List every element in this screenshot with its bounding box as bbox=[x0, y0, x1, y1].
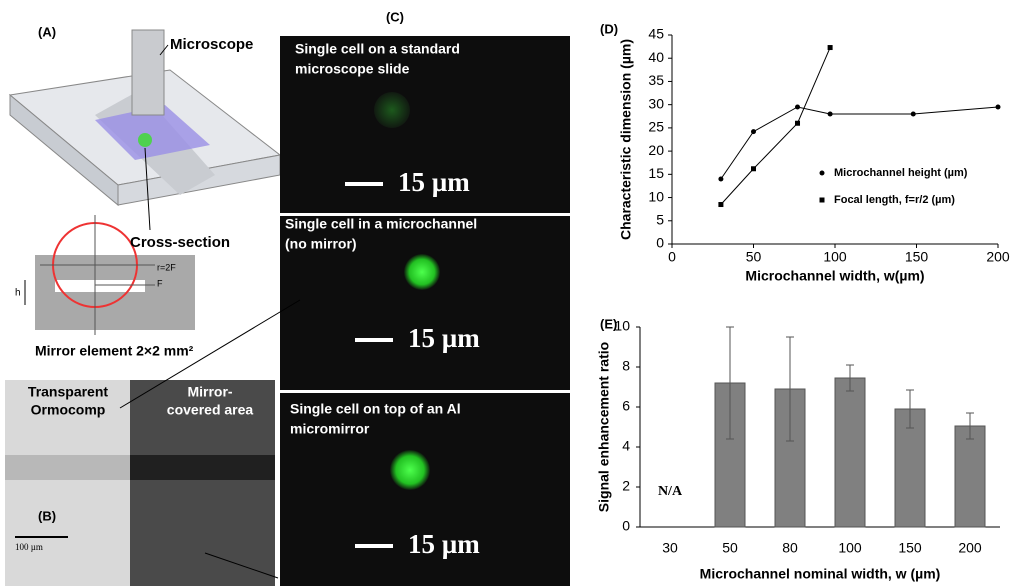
caption: Single cell in a microchannel bbox=[285, 216, 477, 232]
caption: (no mirror) bbox=[285, 236, 357, 252]
marker bbox=[996, 104, 1001, 109]
scale-label: 15 µm bbox=[408, 323, 480, 353]
annotation: N/A bbox=[658, 484, 683, 499]
caption: Single cell on top of an Al bbox=[290, 401, 461, 417]
cell bbox=[404, 254, 440, 290]
x-tick-label: 100 bbox=[823, 249, 847, 265]
x-tick-label: 30 bbox=[662, 540, 678, 556]
legend-label: Microchannel height (µm) bbox=[834, 167, 968, 179]
marker bbox=[718, 202, 723, 207]
bar bbox=[835, 378, 865, 527]
label: Mirror- bbox=[187, 384, 232, 400]
marker bbox=[718, 176, 723, 181]
y-tick-label: 20 bbox=[648, 142, 664, 158]
scale-label: 15 µm bbox=[408, 529, 480, 559]
y-tick-label: 15 bbox=[648, 165, 664, 181]
panel-b: Transparent Ormocomp Mirror- covered are… bbox=[5, 380, 275, 586]
label: Microscope bbox=[170, 36, 253, 53]
x-tick-label: 150 bbox=[898, 540, 922, 556]
label: Cross-section bbox=[130, 234, 230, 251]
caption: Single cell on a standard bbox=[295, 41, 460, 57]
y-axis-title: Characteristic dimension (µm) bbox=[618, 39, 634, 240]
y-tick-label: 8 bbox=[622, 358, 630, 374]
marker bbox=[828, 45, 833, 50]
x-tick-label: 100 bbox=[838, 540, 862, 556]
y-tick-label: 0 bbox=[656, 235, 664, 251]
x-tick-label: 80 bbox=[782, 540, 798, 556]
x-tick-label: 0 bbox=[668, 249, 676, 265]
cell bbox=[138, 133, 152, 147]
panel-label: (A) bbox=[38, 24, 56, 39]
channel bbox=[130, 455, 275, 480]
x-tick-label: 200 bbox=[958, 540, 982, 556]
panel-label: (B) bbox=[38, 508, 56, 523]
marker bbox=[751, 166, 756, 171]
y-tick-label: 40 bbox=[648, 49, 664, 65]
y-tick-label: 2 bbox=[622, 478, 630, 494]
x-tick-label: 50 bbox=[722, 540, 738, 556]
label: Mirror element 2×2 mm² bbox=[35, 343, 194, 359]
legend-marker bbox=[820, 198, 825, 203]
x-axis-title: Microchannel nominal width, w (µm) bbox=[700, 566, 941, 582]
panel-label: (C) bbox=[386, 9, 404, 24]
label: r=2F bbox=[157, 262, 176, 272]
marker bbox=[795, 121, 800, 126]
y-tick-label: 4 bbox=[622, 438, 630, 454]
cell bbox=[374, 92, 410, 128]
label: Ormocomp bbox=[31, 402, 106, 418]
legend-label: Focal length, f=r/2 (µm) bbox=[834, 194, 955, 206]
label: F bbox=[157, 278, 163, 288]
marker bbox=[828, 111, 833, 116]
y-tick-label: 5 bbox=[656, 211, 664, 227]
marker bbox=[911, 111, 916, 116]
series-line bbox=[721, 48, 830, 205]
figure: (A) Microscope Cross-section r=2F F h Mi… bbox=[0, 0, 1019, 586]
y-tick-label: 6 bbox=[622, 398, 630, 414]
x-tick-label: 50 bbox=[746, 249, 762, 265]
y-tick-label: 35 bbox=[648, 72, 664, 88]
cell bbox=[390, 450, 430, 490]
caption: microscope slide bbox=[295, 61, 410, 77]
label: Transparent bbox=[28, 384, 108, 400]
y-axis-title: Signal enhancement ratio bbox=[596, 342, 612, 512]
label: 100 µm bbox=[15, 542, 43, 552]
y-tick-label: 10 bbox=[614, 318, 630, 334]
bar bbox=[955, 426, 985, 527]
channel bbox=[5, 455, 130, 480]
scale-label: 15 µm bbox=[398, 167, 470, 197]
y-tick-label: 0 bbox=[622, 518, 630, 534]
y-tick-label: 45 bbox=[648, 26, 664, 42]
label: covered area bbox=[167, 402, 254, 418]
caption: micromirror bbox=[290, 421, 370, 437]
panel-a: (A) Microscope Cross-section r=2F F h Mi… bbox=[10, 24, 280, 358]
marker bbox=[795, 104, 800, 109]
y-tick-label: 30 bbox=[648, 95, 664, 111]
label: h bbox=[15, 288, 21, 299]
x-axis-title: Microchannel width, w(µm) bbox=[745, 268, 924, 284]
objective bbox=[132, 30, 164, 115]
legend-marker bbox=[820, 171, 825, 176]
panel-label: (D) bbox=[600, 21, 618, 36]
y-tick-label: 10 bbox=[648, 188, 664, 204]
marker bbox=[751, 129, 756, 134]
x-tick-label: 150 bbox=[905, 249, 929, 265]
y-tick-label: 25 bbox=[648, 119, 664, 135]
x-tick-label: 200 bbox=[986, 249, 1010, 265]
